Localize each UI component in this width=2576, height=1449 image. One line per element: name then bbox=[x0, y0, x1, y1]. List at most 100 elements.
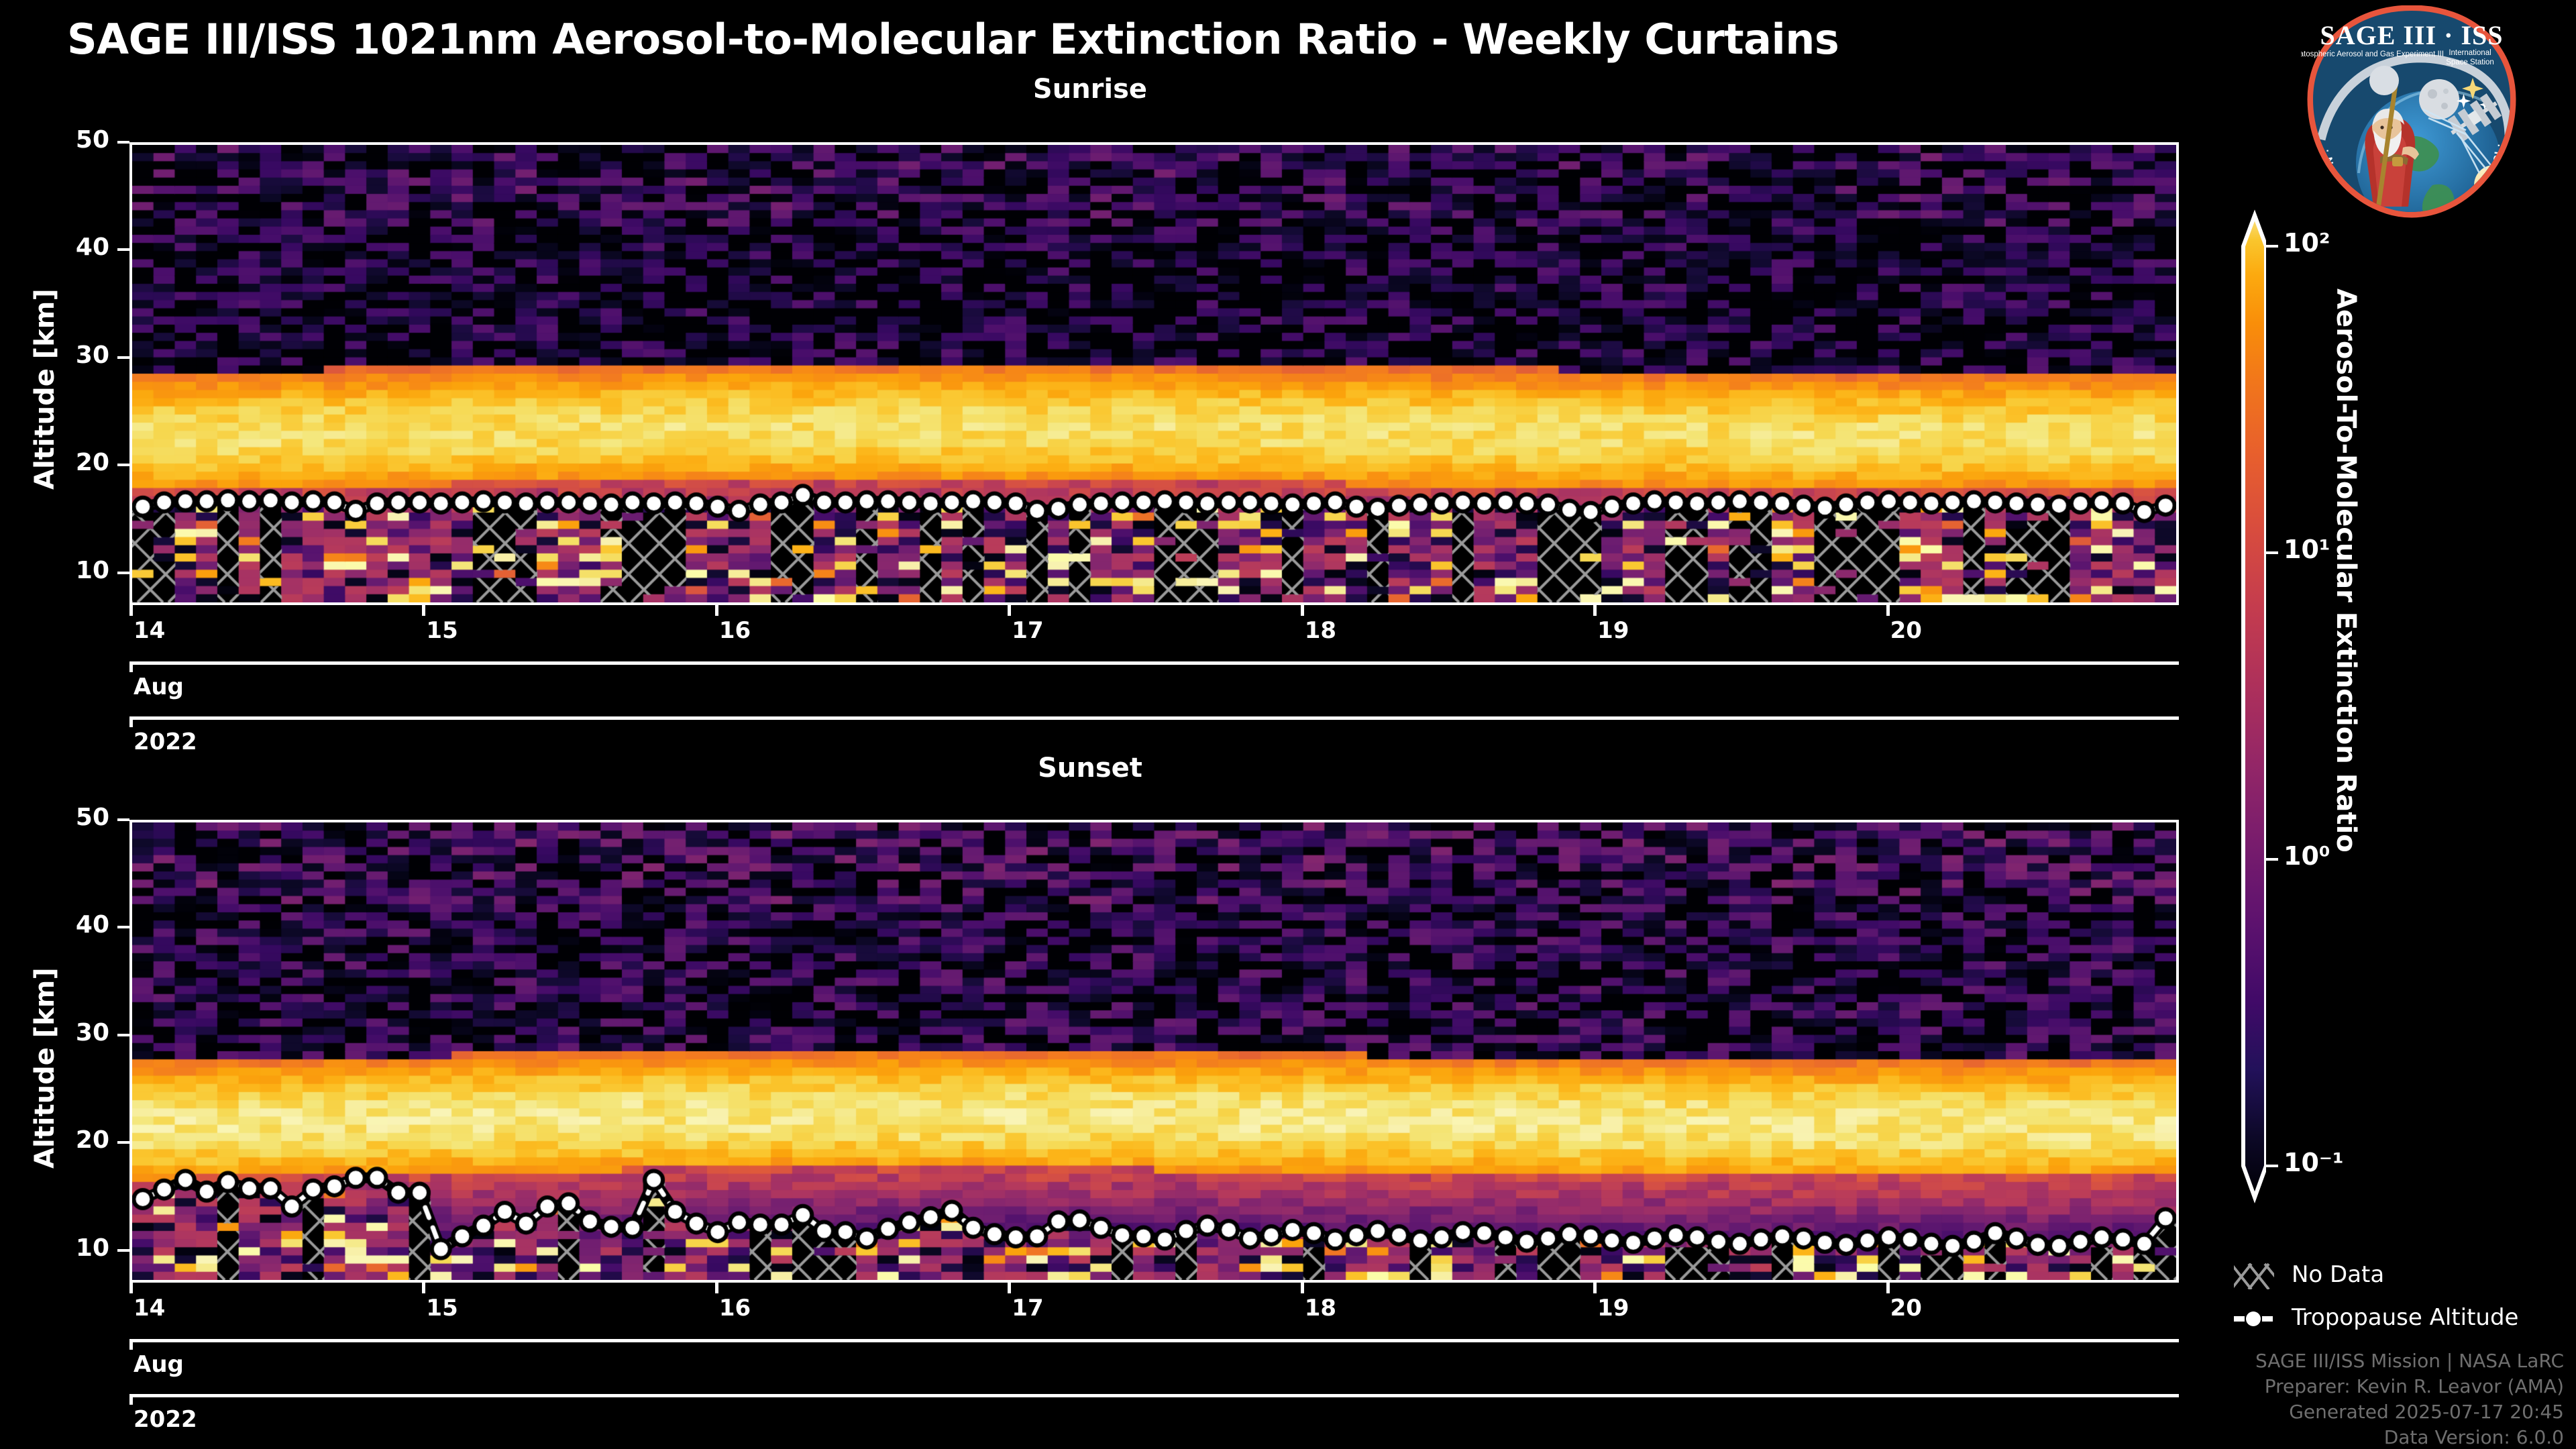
footer-line-data-version: Data Version: 6.0.0 bbox=[2383, 1426, 2564, 1448]
logo-subtitle-right-line2: Space Station bbox=[2446, 58, 2494, 66]
y-axis-tick-mark bbox=[117, 571, 129, 574]
logo-atmosphere-limb bbox=[2357, 89, 2494, 174]
x-axis-day-tick-mark bbox=[129, 1283, 133, 1293]
x-axis-day-label: 15 bbox=[426, 1295, 458, 1322]
x-axis-year-rule bbox=[129, 716, 2179, 720]
panel-title-sunset: Sunset bbox=[1038, 753, 1142, 784]
x-axis-day-label: 20 bbox=[1890, 617, 1922, 644]
y-axis-tick-mark bbox=[117, 1141, 129, 1144]
no-data-hatch-swatch-icon bbox=[2234, 1263, 2274, 1289]
y-axis-tick-label: 20 bbox=[75, 449, 109, 477]
y-axis-tick-mark bbox=[117, 141, 129, 144]
colorbar-tick-label: 10⁰ bbox=[2284, 841, 2330, 871]
y-axis-tick-label: 50 bbox=[75, 126, 109, 154]
y-axis-tick-mark bbox=[117, 926, 129, 929]
x-axis-day-label: 17 bbox=[1012, 617, 1044, 644]
x-axis-month-cap bbox=[129, 1339, 133, 1350]
x-axis-month-label: Aug bbox=[133, 1351, 184, 1378]
logo-border bbox=[2307, 5, 2516, 218]
colorbar-tick-mark bbox=[2266, 858, 2278, 861]
x-axis-day-tick-mark bbox=[1886, 1283, 1890, 1293]
y-axis-tick-mark bbox=[117, 248, 129, 252]
footer-line-generated: Generated 2025-07-17 20:45 bbox=[2289, 1401, 2564, 1423]
colorbar-tick-label: 10⁻¹ bbox=[2284, 1148, 2344, 1177]
x-axis-day-tick-mark bbox=[1008, 605, 1012, 616]
logo-svg: BALL · NASA LANGLEY RESEARCH CENTER · TA… bbox=[2290, 5, 2516, 218]
logo-landmass-south bbox=[2422, 184, 2455, 212]
y-axis-tick-mark bbox=[117, 356, 129, 359]
y-axis-tick-mark bbox=[117, 818, 129, 821]
legend-label-no-data: No Data bbox=[2292, 1261, 2385, 1288]
logo-star-small-1 bbox=[2457, 94, 2471, 108]
x-axis-day-label: 18 bbox=[1304, 1295, 1337, 1322]
logo-title: SAGE III · ISS bbox=[2320, 20, 2503, 50]
x-axis-day-label: 18 bbox=[1304, 617, 1337, 644]
x-axis-day-tick-mark bbox=[1593, 1283, 1597, 1293]
colorbar-tick-mark bbox=[2266, 1165, 2278, 1167]
x-axis-day-label: 17 bbox=[1012, 1295, 1044, 1322]
logo-moon-crater-1 bbox=[2428, 89, 2437, 99]
x-axis-month-label: Aug bbox=[133, 674, 184, 700]
heatmap-canvas-sunset bbox=[132, 822, 2176, 1280]
x-axis-year-cap bbox=[129, 1394, 133, 1405]
x-axis-day-tick-mark bbox=[1300, 605, 1304, 616]
x-axis-year-cap bbox=[129, 716, 133, 727]
x-axis-day-tick-mark bbox=[129, 605, 133, 616]
x-axis-day-label: 19 bbox=[1597, 1295, 1629, 1322]
heatmap-panel-sunrise[interactable] bbox=[129, 142, 2179, 605]
y-axis-tick-mark bbox=[117, 464, 129, 467]
x-axis-day-tick-mark bbox=[1593, 605, 1597, 616]
x-axis-day-tick-mark bbox=[1300, 1283, 1304, 1293]
y-axis-tick-label: 10 bbox=[75, 556, 109, 584]
legend-item-no-data[interactable]: No Data bbox=[2234, 1260, 2569, 1292]
y-axis-tick-mark bbox=[117, 1248, 129, 1252]
x-axis-day-label: 16 bbox=[718, 1295, 751, 1322]
logo-orbit-arc bbox=[2316, 54, 2510, 144]
legend-item-tropopause-altitude[interactable]: Tropopause Altitude bbox=[2234, 1303, 2569, 1335]
x-axis-month-rule bbox=[129, 661, 2179, 665]
y-axis-tick-label: 30 bbox=[75, 341, 109, 369]
x-axis-day-label: 14 bbox=[133, 1295, 166, 1322]
x-axis-day-label: 14 bbox=[133, 617, 166, 644]
x-axis-day-label: 16 bbox=[718, 617, 751, 644]
logo-sight-lines bbox=[2422, 108, 2494, 174]
x-axis-day-tick-mark bbox=[422, 1283, 426, 1293]
logo-iss bbox=[2447, 93, 2502, 142]
x-axis-year-label: 2022 bbox=[133, 729, 197, 755]
y-axis-tick-label: 40 bbox=[75, 911, 109, 939]
logo-subtitle-left: Stratospheric Aerosol and Gas Experiment… bbox=[2301, 50, 2444, 58]
x-axis-day-label: 15 bbox=[426, 617, 458, 644]
y-axis-tick-label: 20 bbox=[75, 1126, 109, 1155]
x-axis-year-rule bbox=[129, 1394, 2179, 1397]
page-title: SAGE III/ISS 1021nm Aerosol-to-Molecular… bbox=[67, 15, 1839, 64]
x-axis-day-tick-mark bbox=[422, 605, 426, 616]
y-axis-tick-label: 40 bbox=[75, 233, 109, 262]
y-axis-tick-label: 50 bbox=[75, 804, 109, 831]
legend-label-tropopause-altitude: Tropopause Altitude bbox=[2292, 1304, 2519, 1331]
x-axis-year-label: 2022 bbox=[133, 1406, 197, 1433]
panel-title-sunrise: Sunrise bbox=[1032, 74, 1148, 105]
sage-iii-iss-mission-patch-logo: BALL · NASA LANGLEY RESEARCH CENTER · TA… bbox=[2290, 5, 2522, 220]
x-axis-month-cap bbox=[129, 661, 133, 672]
colorbar-gradient-bar bbox=[2241, 209, 2268, 1203]
heatmap-panel-sunset[interactable] bbox=[129, 820, 2179, 1283]
colorbar-tick-mark bbox=[2266, 551, 2278, 554]
colorbar-svg bbox=[2241, 209, 2268, 1203]
logo-subtitle-right-line1: International bbox=[2449, 49, 2491, 57]
colorbar-tick-label: 10¹ bbox=[2284, 535, 2330, 564]
y-axis-tick-label: 30 bbox=[75, 1018, 109, 1046]
x-axis-day-tick-mark bbox=[1886, 605, 1890, 616]
x-axis-day-tick-mark bbox=[1008, 1283, 1012, 1293]
colorbar-tick-label: 10² bbox=[2284, 228, 2330, 258]
x-axis-day-tick-mark bbox=[714, 1283, 718, 1293]
colorbar-tick-mark bbox=[2266, 245, 2278, 248]
logo-moon-crater-3 bbox=[2443, 89, 2449, 94]
tropopause-line-marker-icon bbox=[2234, 1311, 2273, 1326]
colorbar-label: Aerosol-To-Molecular Extinction Ratio bbox=[2330, 288, 2361, 853]
logo-astronomer-figure bbox=[2365, 66, 2419, 209]
x-axis-day-label: 19 bbox=[1597, 617, 1629, 644]
colorbar[interactable] bbox=[2226, 191, 2268, 1218]
y-axis-tick-mark bbox=[117, 1033, 129, 1036]
logo-moon-crater-2 bbox=[2441, 103, 2448, 109]
x-axis-day-label: 20 bbox=[1890, 1295, 1922, 1322]
